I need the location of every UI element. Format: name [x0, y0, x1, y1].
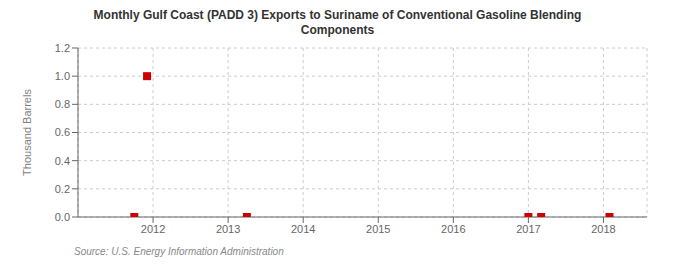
html-text:Components: Components: [300, 23, 375, 37]
svg-text:2017: 2017: [516, 223, 540, 235]
svg-text:2016: 2016: [441, 223, 465, 235]
svg-text:0.0: 0.0: [55, 211, 70, 223]
svg-text:0.6: 0.6: [55, 126, 70, 138]
svg-text:Thousand Barrels: Thousand Barrels: [21, 89, 33, 176]
svg-text:1.2: 1.2: [55, 42, 70, 54]
html-text:Source: U.S. Energy Informatio: Source: U.S. Energy Information Administ…: [74, 246, 284, 257]
svg-text:0.8: 0.8: [55, 98, 70, 110]
svg-text:2014: 2014: [291, 223, 315, 235]
html-text:Monthly Gulf Coast (PADD 3) Ex: Monthly Gulf Coast (PADD 3) Exports to S…: [93, 8, 582, 22]
svg-text:2013: 2013: [216, 223, 240, 235]
svg-text:1.0: 1.0: [55, 70, 70, 82]
svg-text:2018: 2018: [591, 223, 615, 235]
svg-text:2015: 2015: [366, 223, 390, 235]
svg-text:2012: 2012: [141, 223, 165, 235]
svg-text:0.4: 0.4: [55, 155, 70, 167]
svg-text:0.2: 0.2: [55, 183, 70, 195]
